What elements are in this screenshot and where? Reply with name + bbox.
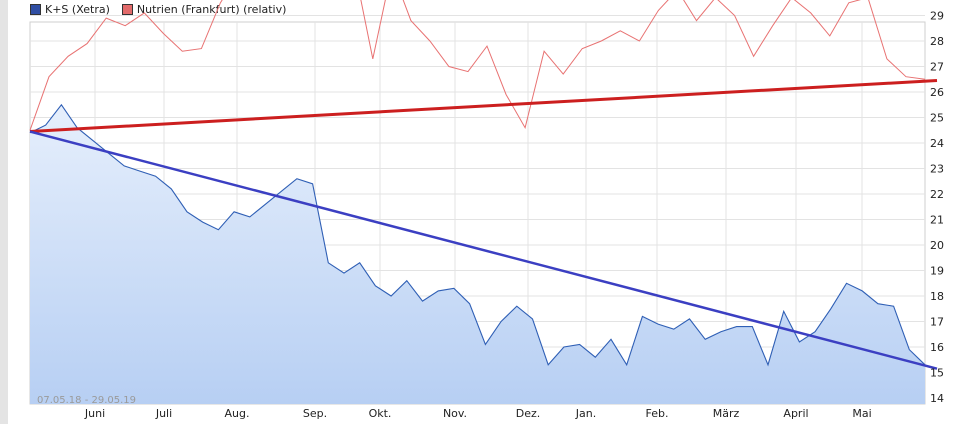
y-tick-label: 14 (930, 392, 944, 405)
nutrien-relative-line (29, 0, 926, 131)
kps-price-line (29, 103, 926, 367)
y-tick-label: 15 (930, 367, 944, 380)
y-tick-label: 28 (930, 35, 944, 48)
y-tick-label: 22 (930, 188, 944, 201)
nutrien-trend-line (29, 79, 938, 134)
x-tick-label: Sep. (303, 407, 327, 420)
y-tick-label: 17 (930, 316, 944, 329)
y-tick-label: 25 (930, 112, 944, 125)
x-tick-label: Feb. (646, 407, 669, 420)
x-tick-label: Juni (84, 407, 105, 420)
y-tick-label: 18 (930, 290, 944, 303)
kps-trend-line (29, 130, 938, 370)
legend-swatch-nutrien (121, 4, 133, 15)
x-tick-label: Jan. (575, 407, 596, 420)
legend-item-nutrien[interactable]: Nutrien (Frankfurt) (relativ) (121, 3, 287, 16)
date-range-label: 07.05.18 - 29.05.19 (37, 395, 136, 406)
y-tick-label: 29 (930, 10, 944, 23)
x-tick-label: Nov. (443, 407, 467, 420)
legend-label-kps: K+S (Xetra) (45, 3, 110, 16)
x-axis-labels: Juni Juli Aug. Sep. Okt. Nov. Dez. Jan. Feb. März… (84, 407, 872, 420)
x-tick-label: Aug. (225, 407, 250, 420)
y-tick-label: 23 (930, 163, 944, 176)
x-tick-label: Juli (155, 407, 172, 420)
legend-label-nutrien: Nutrien (Frankfurt) (relativ) (136, 3, 287, 16)
x-tick-label: Okt. (369, 407, 392, 420)
x-tick-label: März (713, 407, 740, 420)
chart-legend: K+S (Xetra) Nutrien (Frankfurt) (relativ… (30, 3, 286, 16)
legend-item-kps[interactable]: K+S (Xetra) (30, 3, 110, 16)
y-tick-label: 21 (930, 214, 944, 227)
y-tick-label: 26 (930, 86, 944, 99)
y-tick-label: 19 (930, 265, 944, 278)
y-tick-label: 16 (930, 341, 944, 354)
left-border-strip (0, 0, 8, 424)
kps-area-fill (30, 104, 925, 405)
x-tick-label: April (783, 407, 808, 420)
y-tick-label: 24 (930, 137, 944, 150)
x-tick-label: Dez. (516, 407, 541, 420)
y-tick-label: 20 (930, 239, 944, 252)
x-tick-label: Mai (852, 407, 871, 420)
y-axis-labels: 141516171819202122232425262728293031 (930, 10, 944, 406)
legend-swatch-kps (30, 4, 41, 15)
y-tick-label: 27 (930, 61, 944, 74)
